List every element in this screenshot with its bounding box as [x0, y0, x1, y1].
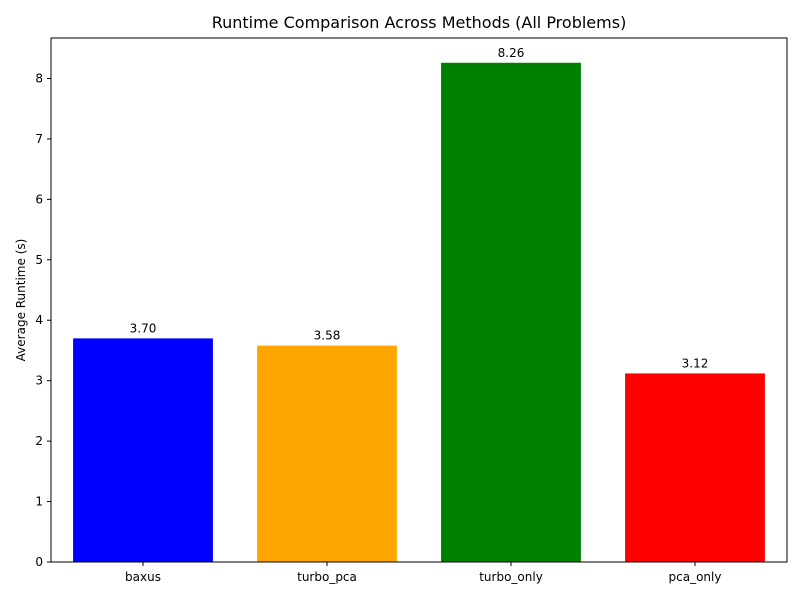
data-label-turbo_pca: 3.58: [314, 329, 341, 343]
bar-baxus: [73, 338, 213, 562]
data-labels: 3.70 3.58 8.26 3.12: [130, 46, 709, 371]
bar-pca_only: [625, 373, 765, 562]
plot-frame: [50, 37, 788, 563]
y-tick-label-6: 6: [35, 192, 43, 206]
x-tick-label-pca_only: pca_only: [669, 570, 722, 584]
y-tick-label-0: 0: [35, 555, 43, 569]
x-tick-label-turbo_pca: turbo_pca: [297, 570, 357, 584]
y-tick-label-3: 3: [35, 374, 43, 388]
y-tick-label-7: 7: [35, 132, 43, 146]
x-axis: baxus turbo_pca turbo_only pca_only: [125, 562, 721, 584]
bars: [73, 62, 765, 563]
data-label-turbo_only: 8.26: [498, 46, 525, 60]
x-tick-label-turbo_only: turbo_only: [479, 570, 543, 584]
data-label-baxus: 3.70: [130, 321, 157, 335]
bar-turbo_only: [441, 62, 581, 563]
y-axis-label: Average Runtime (s): [14, 239, 28, 362]
y-tick-label-4: 4: [35, 313, 43, 327]
y-tick-label-1: 1: [35, 495, 43, 509]
y-tick-label-8: 8: [35, 71, 43, 85]
chart-title: Runtime Comparison Across Methods (All P…: [212, 13, 627, 32]
bar-turbo_pca: [257, 345, 397, 562]
y-tick-label-2: 2: [35, 434, 43, 448]
y-tick-label-5: 5: [35, 253, 43, 267]
data-label-pca_only: 3.12: [682, 356, 709, 370]
y-axis: 0 1 2 3 4 5 6 7 8: [35, 71, 51, 569]
x-tick-label-baxus: baxus: [125, 570, 161, 584]
